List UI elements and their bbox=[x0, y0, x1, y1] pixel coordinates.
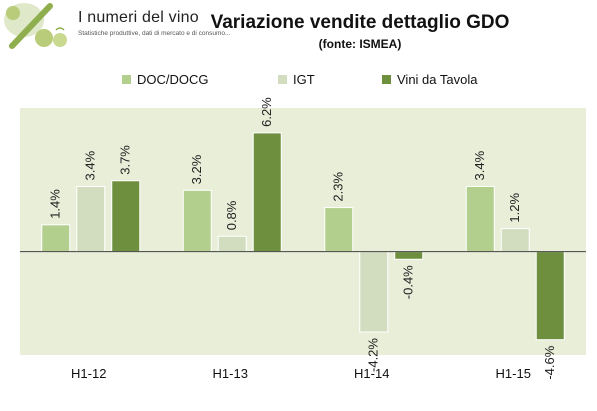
bar-h1-13-3 bbox=[252, 132, 282, 253]
data-label-h1-15-2: 1.2% bbox=[507, 193, 522, 223]
bar-h1-15-1 bbox=[465, 186, 495, 253]
data-label-h1-14-3: -0.4% bbox=[401, 265, 416, 299]
data-label-h1-12-3: 3.7% bbox=[118, 145, 133, 175]
logo-subtitle: Statistiche produttive, dati di mercato … bbox=[78, 30, 231, 37]
legend-label-2: IGT bbox=[293, 72, 315, 87]
data-label-h1-15-1: 3.4% bbox=[472, 150, 487, 180]
x-tick-label-h1-15: H1-15 bbox=[496, 366, 531, 381]
bar-h1-15-3 bbox=[535, 251, 565, 341]
x-tick-label-h1-14: H1-14 bbox=[354, 366, 389, 381]
legend-swatch-3 bbox=[382, 75, 391, 84]
data-label-h1-13-2: 0.8% bbox=[224, 200, 239, 230]
x-tick-label-h1-13: H1-13 bbox=[213, 366, 248, 381]
bar-h1-12-3 bbox=[111, 180, 141, 253]
chart-subtitle: (fonte: ISMEA) bbox=[318, 37, 402, 51]
legend-swatch-2 bbox=[278, 75, 287, 84]
x-tick-label-h1-12: H1-12 bbox=[71, 366, 106, 381]
bar-h1-13-1 bbox=[182, 189, 212, 253]
bar-h1-14-2 bbox=[359, 251, 389, 333]
data-label-h1-14-2: -4.2% bbox=[366, 338, 381, 372]
legend-label-3: Vini da Tavola bbox=[397, 72, 478, 87]
bar-h1-15-2 bbox=[500, 228, 530, 253]
bar-h1-12-1 bbox=[41, 224, 71, 253]
logo: I numeri del vino Statistiche produttive… bbox=[0, 0, 230, 52]
legend-label-1: DOC/DOCG bbox=[137, 72, 209, 87]
data-label-h1-13-1: 3.2% bbox=[189, 154, 204, 184]
data-label-h1-15-3: -4.6% bbox=[542, 345, 557, 379]
data-label-h1-13-3: 6.2% bbox=[259, 97, 274, 127]
data-label-h1-14-1: 2.3% bbox=[331, 171, 346, 201]
chart-title: Variazione vendite dettaglio GDO bbox=[210, 12, 510, 33]
grape-percent-logo-icon bbox=[4, 3, 67, 49]
legend-swatch-1 bbox=[122, 75, 131, 84]
logo-title: I numeri del vino bbox=[78, 9, 199, 26]
data-label-h1-12-1: 1.4% bbox=[48, 189, 63, 219]
bar-h1-13-2 bbox=[217, 235, 247, 253]
bar-h1-14-3 bbox=[394, 251, 424, 260]
bar-h1-14-1 bbox=[324, 207, 354, 253]
bar-h1-12-2 bbox=[76, 186, 106, 253]
data-label-h1-12-2: 3.4% bbox=[83, 150, 98, 180]
